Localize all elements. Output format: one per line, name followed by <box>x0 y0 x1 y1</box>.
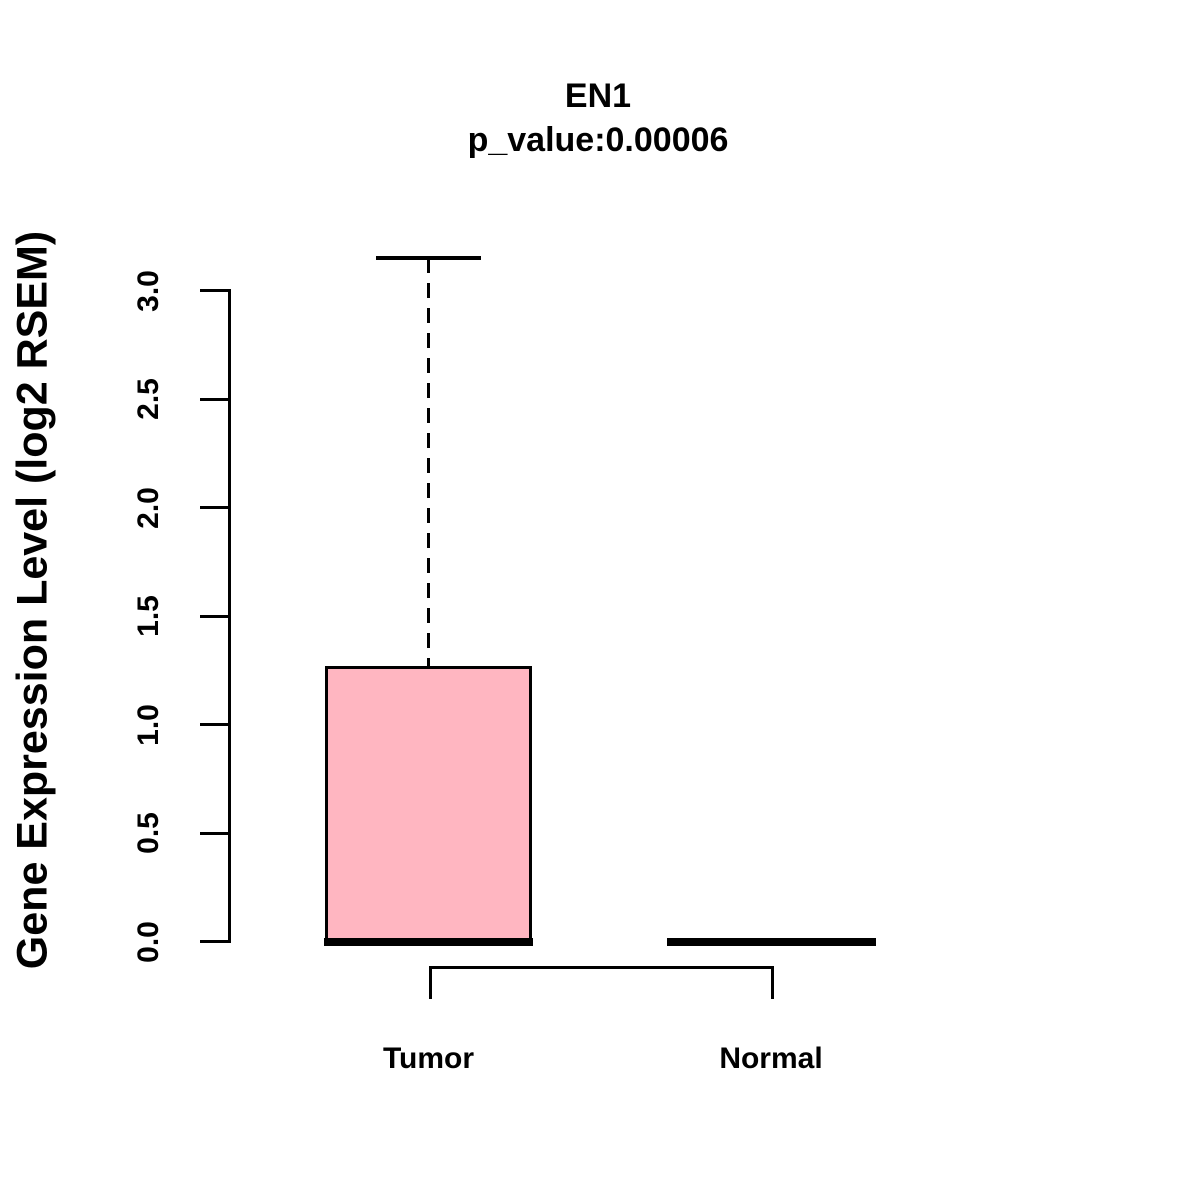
chart-subtitle: p_value:0.00006 <box>467 121 729 159</box>
y-tick-label: 0.5 <box>132 812 165 854</box>
x-category-label-normal: Normal <box>719 1042 823 1075</box>
y-tick-label: 0.0 <box>132 920 165 963</box>
y-tick-label: 2.5 <box>132 378 165 420</box>
x-category-label-tumor: Tumor <box>382 1042 475 1075</box>
median-line-normal <box>666 937 876 946</box>
y-tick <box>200 723 228 726</box>
chart-title: EN1 <box>564 77 632 115</box>
box-tumor <box>325 665 532 942</box>
y-tick <box>200 506 228 509</box>
y-tick <box>200 831 228 835</box>
x-axis-line <box>428 966 774 969</box>
y-tick-label: 3.0 <box>132 269 165 312</box>
y-axis-line <box>228 289 231 943</box>
whisker-upper <box>427 257 430 666</box>
y-tick <box>200 397 228 401</box>
whisker-cap-upper <box>376 255 481 260</box>
x-axis-tick <box>428 966 432 999</box>
y-tick-label: 2.0 <box>132 486 165 529</box>
y-tick <box>200 940 228 943</box>
y-tick-label: 1.0 <box>132 703 165 746</box>
x-axis-tick <box>771 966 774 999</box>
y-tick <box>200 614 228 618</box>
median-line-tumor <box>324 937 533 946</box>
chart-header: EN1 p_value:0.00006 <box>0 74 1196 162</box>
y-tick-label: 1.5 <box>132 595 165 637</box>
y-tick <box>200 289 228 292</box>
